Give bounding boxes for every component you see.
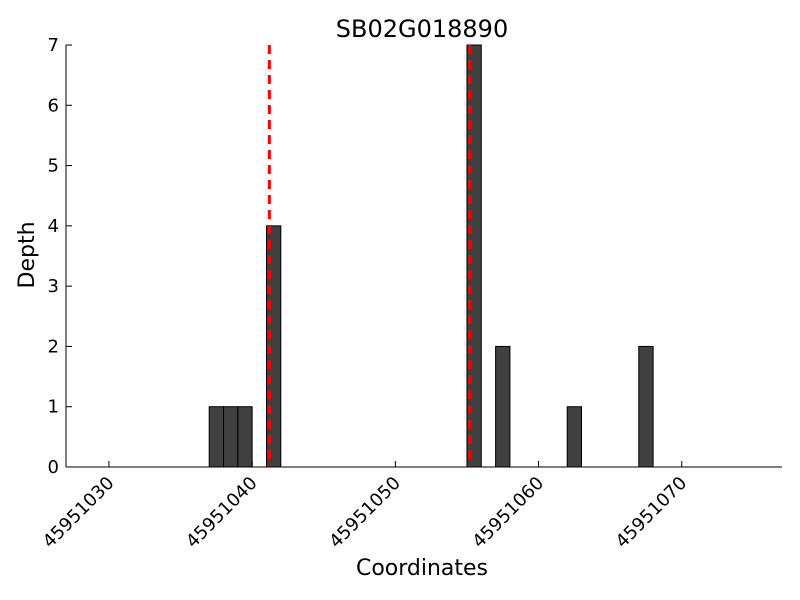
y-tick-label-7: 7 <box>48 35 59 56</box>
bar-0 <box>208 406 225 468</box>
x-tick-label-3: 45951060 <box>468 473 548 553</box>
bar-6 <box>566 406 583 468</box>
x-axis-label: Coordinates <box>356 556 488 581</box>
y-tick-label-3: 3 <box>48 276 59 297</box>
plot-area <box>208 44 654 468</box>
x-tick-label-4: 45951070 <box>612 473 692 553</box>
y-tick-label-2: 2 <box>48 336 59 357</box>
bar-1 <box>223 406 239 468</box>
chart-title: SB02G018890 <box>336 15 508 43</box>
y-tick-label-0: 0 <box>48 457 59 478</box>
x-tick-label-0: 45951030 <box>39 473 119 553</box>
bar-7 <box>638 345 654 468</box>
axes: 0 1 2 3 4 5 6 7 45951030 45951040 45951050 45951060… <box>39 35 782 552</box>
x-tick-label-1: 45951040 <box>182 473 262 553</box>
y-tick-label-1: 1 <box>48 397 59 418</box>
bar-2 <box>237 406 253 468</box>
y-tick-label-4: 4 <box>48 216 59 237</box>
bar-5 <box>495 345 511 468</box>
y-axis-label: Depth <box>15 221 40 288</box>
y-tick-label-6: 6 <box>48 95 59 116</box>
x-tick-label-2: 45951050 <box>325 473 405 553</box>
y-tick-label-5: 5 <box>48 156 59 177</box>
